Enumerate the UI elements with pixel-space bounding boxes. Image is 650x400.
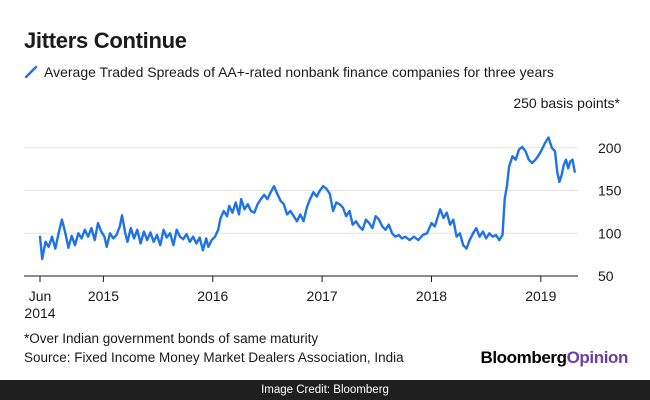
- x-tick-label-year: 2014: [24, 305, 55, 321]
- y-tick-label: 150: [598, 183, 622, 199]
- source-note: Source: Fixed Income Money Market Dealer…: [24, 350, 404, 365]
- x-tick-label: 2018: [416, 288, 447, 304]
- x-tick-label: 2015: [88, 288, 119, 304]
- brand-part-1: Bloomberg: [480, 348, 567, 367]
- legend-label: Average Traded Spreads of AA+-rated nonb…: [44, 64, 554, 80]
- image-credit-bar: Image Credit: Bloomberg: [0, 380, 650, 400]
- x-tick-label: Jun: [29, 288, 52, 304]
- y-tick-label: 100: [598, 225, 622, 241]
- chart-title: Jitters Continue: [24, 28, 187, 53]
- y-tick-label: 200: [598, 140, 622, 156]
- brand-part-2: Opinion: [566, 348, 629, 367]
- brand-logo: BloombergOpinion: [480, 348, 628, 368]
- x-tick-label: 2016: [197, 288, 228, 304]
- footnote: *Over Indian government bonds of same ma…: [24, 331, 319, 346]
- series-line-0: [38, 136, 576, 261]
- y-tick-label: 50: [598, 268, 614, 284]
- image-credit: Image Credit: Bloomberg: [261, 384, 389, 396]
- x-tick-label: 2017: [307, 288, 338, 304]
- y-axis-unit-label: 250 basis points*: [513, 95, 620, 111]
- x-tick-label: 2019: [525, 288, 556, 304]
- chart-legend: Average Traded Spreads of AA+-rated nonb…: [24, 64, 554, 80]
- legend-line-icon: [24, 65, 38, 79]
